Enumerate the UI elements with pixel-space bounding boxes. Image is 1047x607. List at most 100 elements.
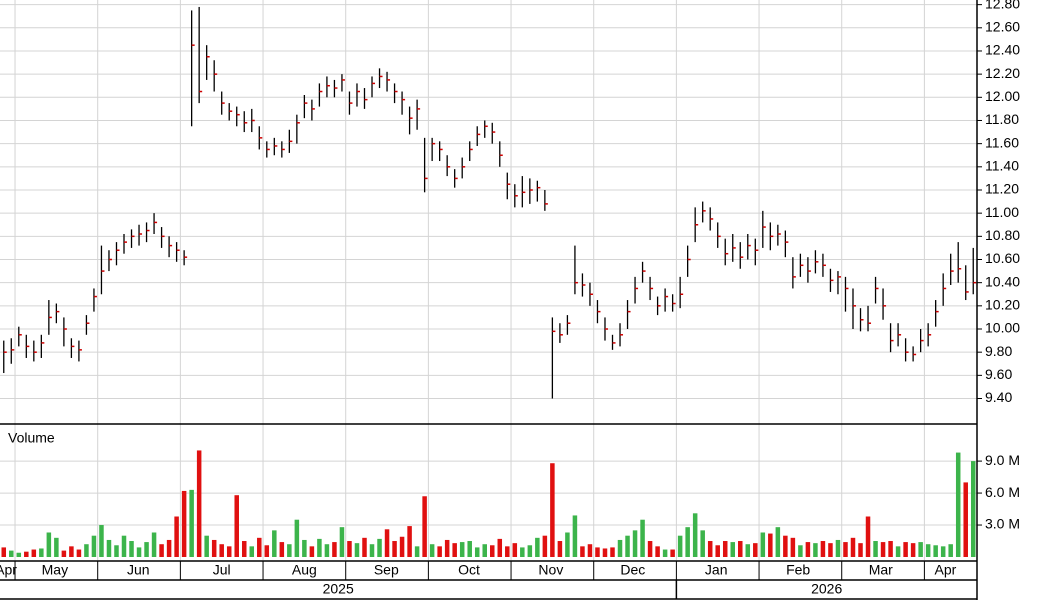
volume-bar	[602, 548, 608, 557]
volume-bar	[730, 542, 736, 557]
volume-bar	[918, 542, 923, 557]
volume-bar	[264, 545, 270, 557]
volume-bar	[647, 541, 653, 557]
volume-bar	[249, 546, 255, 557]
month-label: Sep	[374, 562, 399, 578]
volume-tick-label: 9.0 M	[985, 452, 1020, 468]
volume-bar	[738, 541, 743, 557]
volume-bar	[587, 544, 593, 557]
volume-bar	[399, 536, 405, 557]
year-label: 2025	[323, 581, 354, 597]
month-label: Dec	[620, 562, 645, 578]
y-tick-label: 11.40	[985, 158, 1019, 174]
volume-bar	[31, 549, 37, 557]
y-tick-label: 10.20	[985, 297, 1020, 313]
volume-bar	[159, 544, 164, 557]
volume-bar	[768, 533, 773, 557]
volume-bar	[437, 546, 442, 557]
volume-bar	[813, 543, 818, 557]
volume-bar	[970, 461, 976, 557]
volume-bar	[444, 539, 450, 557]
y-tick-label: 10.40	[985, 273, 1020, 289]
volume-bar	[347, 541, 352, 557]
volume-bar	[482, 544, 487, 557]
volume-bar	[429, 544, 435, 557]
volume-bar	[692, 513, 698, 557]
volume-bar	[775, 527, 781, 557]
volume-bar	[535, 537, 540, 557]
volume-bar	[362, 537, 367, 557]
volume-bar	[707, 541, 713, 557]
volume-bar	[790, 537, 796, 557]
volume-bar	[121, 535, 127, 557]
volume-bar	[354, 543, 360, 557]
volume-bar	[948, 544, 953, 557]
month-label: Nov	[538, 562, 563, 578]
volume-bar	[204, 535, 209, 557]
volume-bar	[294, 519, 300, 557]
volume-bar	[722, 541, 728, 557]
volume-bar	[91, 535, 97, 557]
volume-bar	[99, 525, 104, 557]
y-tick-label: 12.00	[985, 88, 1020, 104]
volume-bar	[903, 542, 908, 557]
volume-bar	[880, 542, 886, 557]
volume-bar	[745, 544, 751, 557]
marks-layer	[1, 6, 977, 557]
volume-bar	[24, 551, 29, 557]
volume-bar	[1, 547, 7, 557]
volume-bar	[69, 546, 74, 557]
month-label: Mar	[869, 562, 893, 578]
volume-bar	[61, 550, 67, 557]
volume-bar	[843, 542, 848, 557]
volume-bar	[467, 541, 472, 557]
volume-bar	[339, 527, 345, 557]
volume-bar	[106, 539, 112, 557]
volume-bar	[181, 490, 187, 557]
volume-bar	[700, 530, 705, 557]
volume-bar	[783, 535, 788, 557]
volume-bar	[272, 530, 277, 557]
y-tick-label: 9.60	[985, 366, 1012, 382]
volume-bar	[287, 544, 292, 557]
volume-bar	[196, 450, 202, 557]
volume-bar	[865, 516, 871, 557]
volume-bar	[910, 543, 916, 557]
volume-tick-label: 6.0 M	[985, 484, 1020, 500]
volume-bar	[640, 519, 645, 557]
volume-bar	[144, 542, 149, 557]
volume-bar	[174, 516, 179, 557]
volume-bar	[572, 515, 578, 557]
month-label: Jul	[213, 562, 231, 578]
volume-bar	[715, 545, 720, 557]
volume-bar	[384, 529, 390, 557]
volume-bar	[151, 532, 157, 557]
volume-bar	[324, 544, 330, 557]
y-tick-label: 12.80	[985, 0, 1020, 11]
y-tick-label: 9.80	[985, 343, 1012, 359]
volume-bar	[302, 539, 307, 557]
volume-bar	[422, 496, 427, 557]
volume-bar	[677, 535, 683, 557]
volume-bar	[888, 541, 893, 557]
volume-bar	[166, 539, 172, 557]
volume-bar	[332, 542, 337, 557]
grid-layer	[0, 0, 982, 580]
volume-bar	[595, 547, 600, 557]
volume-bar	[317, 538, 322, 557]
volume-bar	[452, 543, 457, 557]
volume-bar	[617, 539, 623, 557]
volume-title: Volume	[8, 430, 55, 446]
month-label: Jun	[127, 562, 150, 578]
volume-bar	[850, 537, 856, 557]
volume-bar	[369, 544, 375, 557]
year-label: 2026	[811, 581, 842, 597]
volume-bar	[76, 549, 82, 557]
volume-bar	[895, 546, 901, 557]
labels-layer: 9.40 9.60 9.80 10.00 10.20 10.40 10.60 10.80 11.…	[0, 0, 1020, 599]
volume-bar	[490, 545, 495, 557]
volume-bar	[136, 547, 142, 557]
volume-bar	[414, 546, 420, 557]
volume-bar	[828, 543, 833, 557]
